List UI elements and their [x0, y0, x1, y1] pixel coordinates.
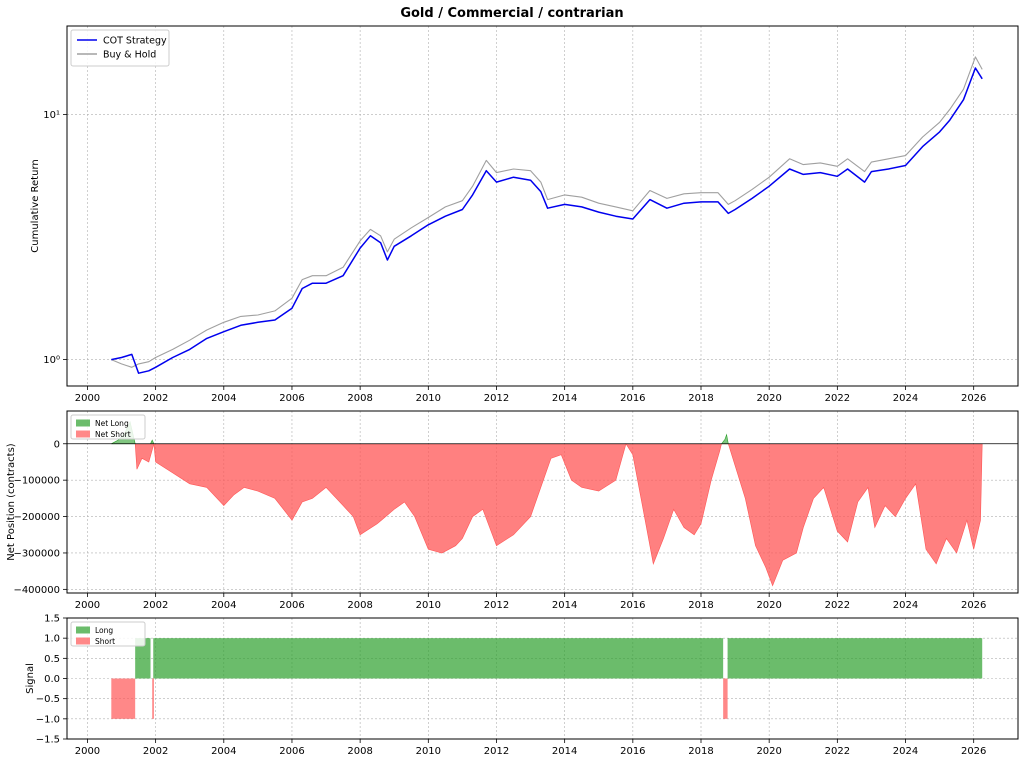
legend-label: COT Strategy	[103, 36, 167, 47]
x-tick-label: 2022	[825, 600, 850, 611]
y-tick-label: −0.5	[36, 694, 60, 705]
signal-bar-short	[111, 678, 136, 719]
x-tick-label: 2008	[347, 600, 372, 611]
x-tick-label: 2026	[961, 746, 986, 757]
x-tick-label: 2010	[416, 393, 441, 404]
y-tick-label: −100000	[13, 476, 60, 487]
x-tick-label: 2016	[620, 600, 645, 611]
panel-1: 2000 2002 2004 2006 2008 2010 2012 2014 2016 2018…	[30, 25, 1019, 404]
signal-bar-long	[727, 638, 983, 679]
y-tick-label: 10¹	[43, 110, 60, 121]
plot-frame	[66, 617, 1019, 740]
y-tick-label: 10⁰	[43, 355, 60, 366]
legend-label: Buy & Hold	[103, 50, 156, 61]
x-tick-label: 2018	[688, 600, 713, 611]
x-tick-label: 2004	[211, 600, 236, 611]
y-tick-label: −400000	[13, 585, 60, 596]
series-line-buy-hold	[111, 56, 983, 368]
plot-frame	[66, 410, 1019, 594]
legend-label: Short	[95, 637, 115, 646]
x-tick-label: 2024	[893, 600, 918, 611]
x-tick-label: 2022	[825, 746, 850, 757]
x-tick-label: 2016	[620, 393, 645, 404]
x-tick-label: 2022	[825, 393, 850, 404]
y-axis-label: Cumulative Return	[30, 159, 41, 252]
y-tick-label: −300000	[13, 548, 60, 559]
x-tick-label: 2002	[143, 393, 168, 404]
signal-bar-long	[135, 638, 151, 679]
x-tick-label: 2026	[961, 393, 986, 404]
signal-bar-short	[723, 678, 728, 719]
legend-box	[70, 29, 170, 67]
legend-swatch	[76, 419, 90, 427]
plot-frame	[66, 25, 1019, 387]
y-tick-label: 1.5	[44, 614, 60, 625]
x-tick-label: 2010	[416, 600, 441, 611]
y-axis-label: Signal	[25, 663, 36, 694]
panel-2: 2000 2002 2004 2006 2008 2010 2012 2014 2016 2018…	[6, 410, 1019, 611]
legend-label: Long	[95, 626, 113, 635]
x-tick-label: 2020	[756, 393, 781, 404]
x-tick-label: 2002	[143, 600, 168, 611]
x-tick-label: 2002	[143, 746, 168, 757]
x-tick-label: 2010	[416, 746, 441, 757]
legend-label: Net Short	[95, 430, 131, 439]
y-axis-label: Net Position (contracts)	[6, 443, 17, 560]
y-tick-label: 0	[54, 439, 60, 450]
x-tick-label: 2014	[552, 746, 577, 757]
x-tick-label: 2000	[75, 600, 100, 611]
x-tick-label: 2004	[211, 393, 236, 404]
x-tick-label: 2000	[75, 746, 100, 757]
area-net-short	[134, 443, 983, 587]
x-tick-label: 2006	[279, 746, 304, 757]
signal-bar-long	[153, 638, 724, 679]
x-tick-label: 2026	[961, 600, 986, 611]
x-tick-label: 2014	[552, 600, 577, 611]
x-tick-label: 2012	[484, 393, 509, 404]
x-tick-label: 2006	[279, 600, 304, 611]
x-tick-label: 2004	[211, 746, 236, 757]
series-line-cot-strategy	[111, 67, 983, 374]
x-tick-label: 2018	[688, 746, 713, 757]
signal-bar-short	[152, 678, 154, 719]
panel-3: 2000 2002 2004 2006 2008 2010 2012 2014 2016 2018…	[25, 614, 1019, 757]
x-tick-label: 2020	[756, 600, 781, 611]
chart-panels: 2000 2002 2004 2006 2008 2010 2012 2014 2016 2018…	[6, 25, 1019, 757]
x-tick-label: 2024	[893, 746, 918, 757]
legend-swatch	[76, 430, 90, 438]
x-tick-label: 2012	[484, 600, 509, 611]
legend-swatch	[76, 626, 90, 634]
x-tick-label: 2020	[756, 746, 781, 757]
x-tick-label: 2018	[688, 393, 713, 404]
y-tick-label: 0.0	[44, 674, 60, 685]
y-tick-label: 1.0	[44, 634, 60, 645]
y-tick-label: −1.5	[36, 735, 60, 746]
x-tick-label: 2006	[279, 393, 304, 404]
y-tick-label: −200000	[13, 512, 60, 523]
chart-title: Gold / Commercial / contrarian	[400, 6, 623, 21]
legend-swatch	[76, 637, 90, 645]
plot-area	[67, 26, 1018, 386]
x-tick-label: 2014	[552, 393, 577, 404]
y-tick-label: 0.5	[44, 654, 60, 665]
x-tick-label: 2016	[620, 746, 645, 757]
x-tick-label: 2000	[75, 393, 100, 404]
x-tick-label: 2024	[893, 393, 918, 404]
x-tick-label: 2012	[484, 746, 509, 757]
y-tick-label: −1.0	[36, 714, 60, 725]
legend-label: Net Long	[95, 419, 129, 428]
x-tick-label: 2008	[347, 746, 372, 757]
x-tick-label: 2008	[347, 393, 372, 404]
